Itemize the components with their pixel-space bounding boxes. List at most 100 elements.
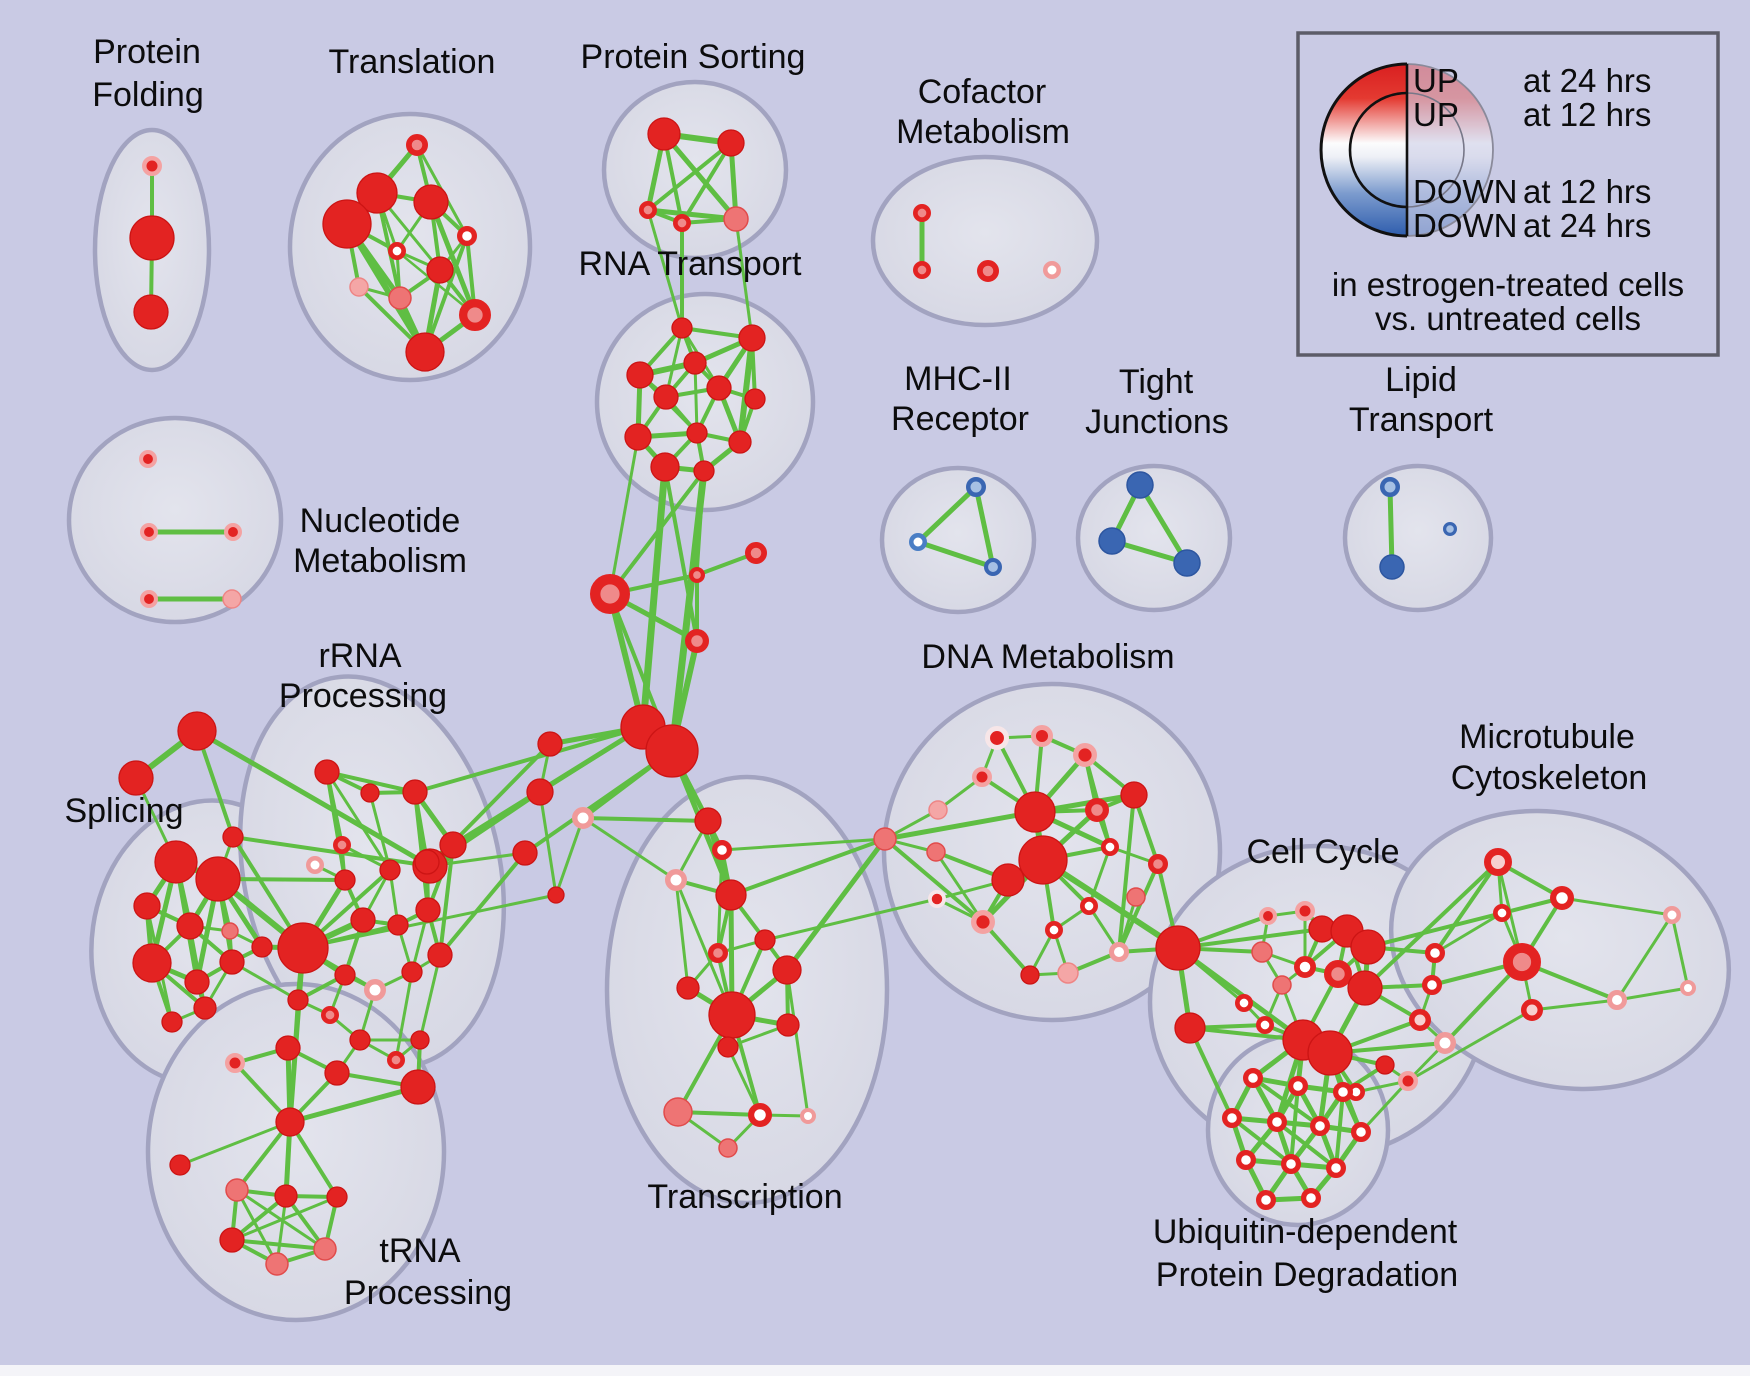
node-ubiquitin-degradation-6 (1350, 1121, 1371, 1142)
edge (230, 1238, 327, 1251)
node-cofactor-metabolism-2 (976, 259, 999, 282)
node-mhc-ii-receptor-1 (909, 533, 927, 551)
edge (674, 878, 734, 1017)
node-ubiquitin-degradation-3 (1221, 1107, 1242, 1128)
cluster-label-mhc-ii-receptor-line0: MHC-II (904, 360, 1012, 398)
node-backbone-3 (684, 628, 709, 653)
edge (288, 1120, 339, 1199)
edge (325, 770, 417, 794)
cluster-label-rrna-processing-line0: rRNA (318, 637, 401, 675)
legend-direction-1: UP (1413, 96, 1459, 133)
node-rrna-processing-14 (364, 979, 386, 1001)
node-microtubule-cytoskeleton-1 (1549, 885, 1574, 910)
node-dna-metabolism-13 (1147, 853, 1168, 874)
edge (1117, 793, 1136, 954)
node-translation-4 (457, 226, 478, 247)
node-rna-transport-1 (738, 324, 766, 352)
node-transcription-1 (711, 839, 732, 860)
node-rrna-processing-21 (410, 1030, 430, 1050)
node-microtubule-cytoskeleton-5 (1607, 990, 1627, 1010)
edge (394, 970, 414, 1062)
node-backbone-8 (572, 807, 594, 829)
node-rrna-processing-9 (277, 922, 329, 974)
edge (418, 953, 442, 1042)
cluster-label-dna-metabolism-line0: DNA Metabolism (921, 638, 1174, 676)
edge (1176, 927, 1324, 950)
edge (882, 809, 1038, 842)
edge (693, 361, 699, 435)
node-trna-processing-0 (225, 1053, 245, 1073)
node-backbone-0 (689, 567, 706, 584)
node-transcription-12 (747, 1102, 772, 1127)
node-nucleotide-metabolism-4 (222, 589, 242, 609)
node-ubiquitin-degradation-5 (1309, 1115, 1330, 1136)
edge (423, 234, 469, 354)
node-cell-cycle-11 (1272, 975, 1292, 995)
node-ubiquitin-degradation-8 (1280, 1153, 1301, 1174)
node-splicing-11 (219, 949, 245, 975)
node-dna-metabolism-10 (1120, 781, 1148, 809)
node-trna-processing-5 (169, 1154, 191, 1176)
node-ubiquitin-degradation-0 (1242, 1067, 1263, 1088)
node-cell-cycle-6 (1350, 929, 1386, 965)
link-edge (1433, 860, 1500, 955)
node-rrna-processing-15 (401, 961, 423, 983)
node-protein-folding-2 (133, 294, 169, 330)
edge (973, 484, 996, 570)
node-rna-transport-6 (744, 388, 766, 410)
node-transcription-14 (718, 1138, 738, 1158)
cluster-label-lipid-transport-line0: Lipid (1385, 361, 1457, 399)
cluster-label-trna-processing-line1: Processing (344, 1274, 512, 1312)
legend-time-1: at 12 hrs (1523, 96, 1651, 133)
edge (1670, 913, 1690, 990)
cluster-label-cofactor-metabolism-line1: Metabolism (896, 113, 1070, 151)
node-splicing-13 (193, 996, 217, 1020)
node-cell-cycle-17 (1421, 974, 1442, 995)
node-splicing-10 (184, 969, 210, 995)
link-edge (720, 837, 887, 852)
edge (188, 924, 207, 1010)
node-splicing-9 (132, 943, 172, 983)
node-backbone-7 (526, 778, 554, 806)
node-backbone-1 (744, 541, 767, 564)
link-edge (608, 435, 640, 596)
cluster-region-cofactor-metabolism (870, 154, 1100, 328)
edge (287, 1084, 421, 1125)
node-ubiquitin-degradation-11 (1300, 1187, 1321, 1208)
link-edge (1359, 1079, 1410, 1134)
node-splicing-3 (154, 840, 198, 884)
legend-footer-0: in estrogen-treated cells (1332, 266, 1684, 303)
cluster-label-microtubule-cytoskeleton-line0: Microtubule (1459, 718, 1635, 756)
cluster-label-lipid-transport-line1: Transport (1349, 401, 1494, 439)
node-cofactor-metabolism-3 (1043, 261, 1061, 279)
node-rrna-processing-6 (379, 859, 401, 881)
cluster-region-mhc-ii-receptor (879, 465, 1037, 615)
node-dna-metabolism-7 (1014, 791, 1056, 833)
node-microtubule-cytoskeleton-4 (1521, 999, 1543, 1021)
node-splicing-2 (222, 826, 244, 848)
nodes (118, 117, 1696, 1276)
link-edge (734, 217, 754, 340)
node-translation-6 (426, 256, 454, 284)
link-edge (763, 897, 939, 942)
node-transcription-10 (717, 1036, 739, 1058)
node-transcription-6 (676, 976, 700, 1000)
link-edge (581, 816, 710, 823)
node-rrna-processing-12 (415, 897, 441, 923)
link-edge (668, 467, 708, 755)
node-rrna-processing-16 (427, 942, 453, 968)
edge (1175, 945, 1306, 1043)
node-lipid-transport-2 (1379, 554, 1405, 580)
edge (554, 816, 585, 897)
node-splicing-8 (251, 936, 273, 958)
node-rrna-processing-4 (306, 856, 324, 874)
cluster-label-ubiquitin-degradation-line0: Ubiquitin-dependent (1153, 1213, 1458, 1251)
node-cell-cycle-10 (1251, 941, 1273, 963)
cluster-label-protein-folding-line0: Protein (93, 33, 201, 71)
node-trna-processing-1 (275, 1035, 301, 1061)
node-ubiquitin-degradation-9 (1325, 1157, 1346, 1178)
node-translation-5 (387, 241, 406, 260)
cluster-label-microtubule-cytoskeleton-line1: Cytoskeleton (1451, 759, 1648, 797)
cluster-label-nucleotide-metabolism-line0: Nucleotide (300, 502, 461, 540)
